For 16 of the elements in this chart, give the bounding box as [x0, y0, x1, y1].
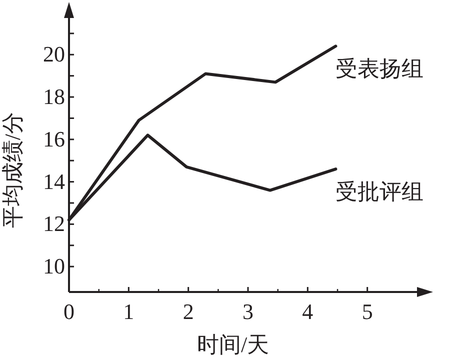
x-tick-label: 5 — [362, 299, 373, 324]
x-axis-title: 时间/天 — [196, 332, 270, 357]
y-tick-label: 10 — [43, 254, 65, 279]
y-tick-label: 16 — [43, 126, 65, 152]
series-label: 受表扬组 — [336, 56, 424, 82]
x-tick-label: 4 — [302, 299, 314, 324]
y-tick-label: 20 — [43, 42, 65, 67]
y-axis-title: 平均成绩/分 — [0, 112, 25, 228]
x-tick-label: 3 — [242, 299, 254, 324]
y-tick-label: 18 — [43, 84, 65, 110]
x-tick-label: 2 — [182, 299, 194, 324]
x-tick-label: 1 — [123, 299, 134, 324]
series-label: 受批评组 — [336, 179, 424, 204]
y-tick-label: 12 — [43, 211, 65, 236]
y-tick-label: 14 — [43, 168, 65, 194]
x-tick-label: 0 — [64, 299, 74, 324]
